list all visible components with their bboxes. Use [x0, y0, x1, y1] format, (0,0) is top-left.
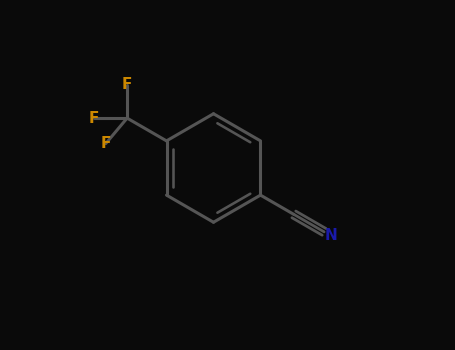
Text: F: F [122, 77, 132, 92]
Text: F: F [89, 111, 99, 126]
Text: F: F [101, 136, 111, 151]
Text: N: N [324, 228, 337, 243]
